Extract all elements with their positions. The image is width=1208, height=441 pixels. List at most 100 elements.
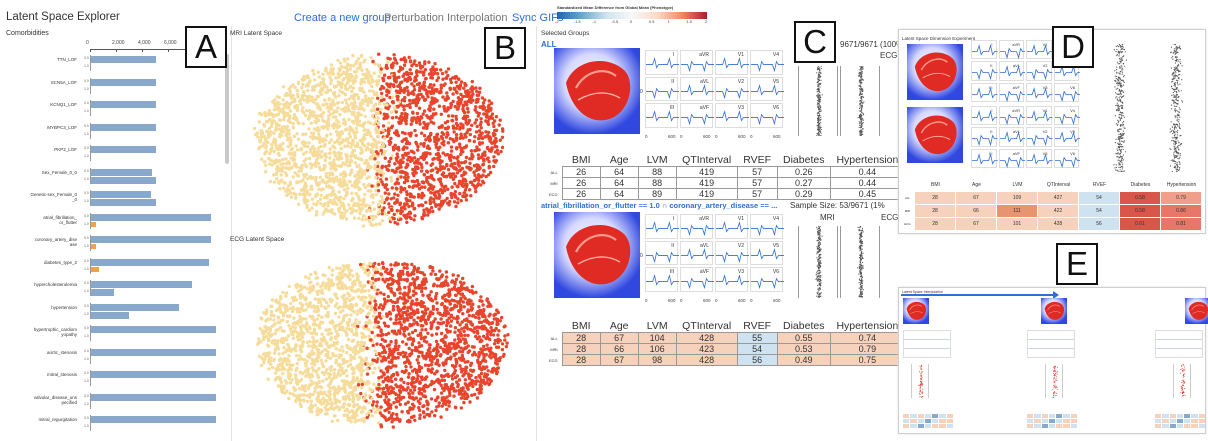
latent-point [431,284,436,288]
scrollbar[interactable] [225,54,229,164]
count-bar[interactable] [91,303,180,311]
latent-point [279,173,283,177]
value-row-label: 0.0 [84,236,89,240]
count-bar[interactable] [91,266,99,272]
latent-point [360,68,364,72]
comorbidity-row[interactable]: hypercholesterolemia 0.0 1.0 [0,279,225,299]
latent-point [308,281,312,285]
count-bar[interactable] [91,236,211,243]
comorbidity-row[interactable]: MYBPC3_LOF 0.0 1.0 [0,122,225,142]
value-row-label: 0.0 [84,326,89,330]
latent-point [319,113,323,117]
count-bar[interactable] [91,348,216,356]
count-bar[interactable] [91,213,211,221]
latent-point [298,165,303,170]
latent-point [453,326,458,330]
perturbation-tab[interactable]: Perturbation [384,12,444,24]
latent-point [396,90,400,94]
comorbidity-row[interactable]: SCN5A_LOF 0.0 1.0 [0,77,225,97]
latent-point [475,93,479,97]
comorbidity-row[interactable]: PKP2_LOF 0.0 1.0 [0,144,225,164]
latent-point [441,151,445,155]
count-bar[interactable] [91,168,153,176]
latent-point [294,298,298,302]
comorbidity-row[interactable]: atrial_fibrillation_ or_flutter 0.0 1.0 [0,212,225,232]
count-bar[interactable] [91,393,216,401]
comorbidity-row[interactable]: aortic_stenosis 0.0 1.0 [0,347,225,367]
latent-point [375,107,380,111]
latent-point [377,366,381,370]
latent-point [353,201,357,205]
mri-scatter-plot[interactable] [232,40,532,230]
latent-point [296,81,301,86]
latent-point [411,277,415,281]
count-bar[interactable] [91,244,97,249]
latent-point [319,92,324,97]
latent-point [374,278,378,282]
latent-point [371,406,375,411]
latent-point [439,374,444,378]
latent-point [417,341,421,345]
count-bar[interactable] [91,56,156,63]
count-bar[interactable] [91,176,156,184]
count-bar[interactable] [91,281,193,288]
count-bar[interactable] [91,191,151,198]
count-bar[interactable] [91,221,97,227]
latent-point [473,392,477,397]
latent-point [351,111,356,116]
latent-point [354,70,358,74]
count-bar[interactable] [91,311,129,319]
count-bar[interactable] [91,78,156,86]
count-bar[interactable] [91,258,210,266]
latent-point [345,274,349,278]
comorbidity-row[interactable]: mitral_stenosis 0.0 1.0 [0,369,225,389]
latent-point [357,106,361,111]
latent-point [451,99,455,104]
ecg-scatter-plot[interactable] [232,248,532,438]
latent-point [289,329,294,333]
comorbidity-row[interactable]: Sex_Female_0_0 0.0 1.0 [0,167,225,187]
latent-point [266,332,271,336]
count-bar[interactable] [91,326,216,333]
latent-point [486,304,490,308]
latent-point [500,145,505,150]
count-bar[interactable] [91,101,156,108]
comorbidity-row[interactable]: coronary_artery_dise ase 0.0 1.0 [0,234,225,254]
comorbidity-row[interactable]: valvular_disease_uns pecified 0.0 1.0 [0,392,225,412]
count-bar[interactable] [91,199,156,206]
latent-point [396,84,400,88]
latent-point [439,90,443,94]
latent-point [482,319,486,323]
latent-point [315,304,320,309]
latent-point [348,135,353,139]
latent-point [279,162,283,167]
latent-point [415,276,419,281]
count-bar[interactable] [91,289,115,296]
sync-gifs-button[interactable]: Sync GIFs [512,12,564,24]
latent-point [454,133,459,137]
comorbidity-row[interactable]: diabetes_type_2 0.0 1.0 [0,257,225,277]
latent-point [427,137,431,141]
latent-point [354,62,358,66]
comorbidity-row[interactable]: Genetic-sex_Female_0 _0 0.0 1.0 [0,189,225,209]
comorbidity-row[interactable]: hypertrophic_cardiom yopathy 0.0 1.0 [0,324,225,344]
interpolation-tab[interactable]: Interpolation [447,12,508,24]
comorbidity-row[interactable]: KCNQ1_LOF 0.0 1.0 [0,99,225,119]
comorbidity-row[interactable]: mitral_regurgitation 0.0 1.0 [0,414,225,434]
comorbidity-row[interactable]: TTN_LOF 0.0 1.0 [0,54,225,74]
count-bar[interactable] [91,416,216,423]
latent-point [302,358,307,362]
count-bar[interactable] [91,146,156,153]
latent-point [274,371,278,375]
latent-point [354,318,358,322]
latent-point [378,87,383,91]
latent-point [461,123,465,127]
count-bar[interactable] [91,371,216,378]
latent-point [413,59,417,63]
count-bar[interactable] [91,123,156,131]
create-group-button[interactable]: Create a new group [294,12,391,24]
latent-point [464,198,469,202]
latent-point [443,189,447,193]
comorbidity-row[interactable]: hypertension 0.0 1.0 [0,302,225,322]
latent-point [336,72,340,76]
